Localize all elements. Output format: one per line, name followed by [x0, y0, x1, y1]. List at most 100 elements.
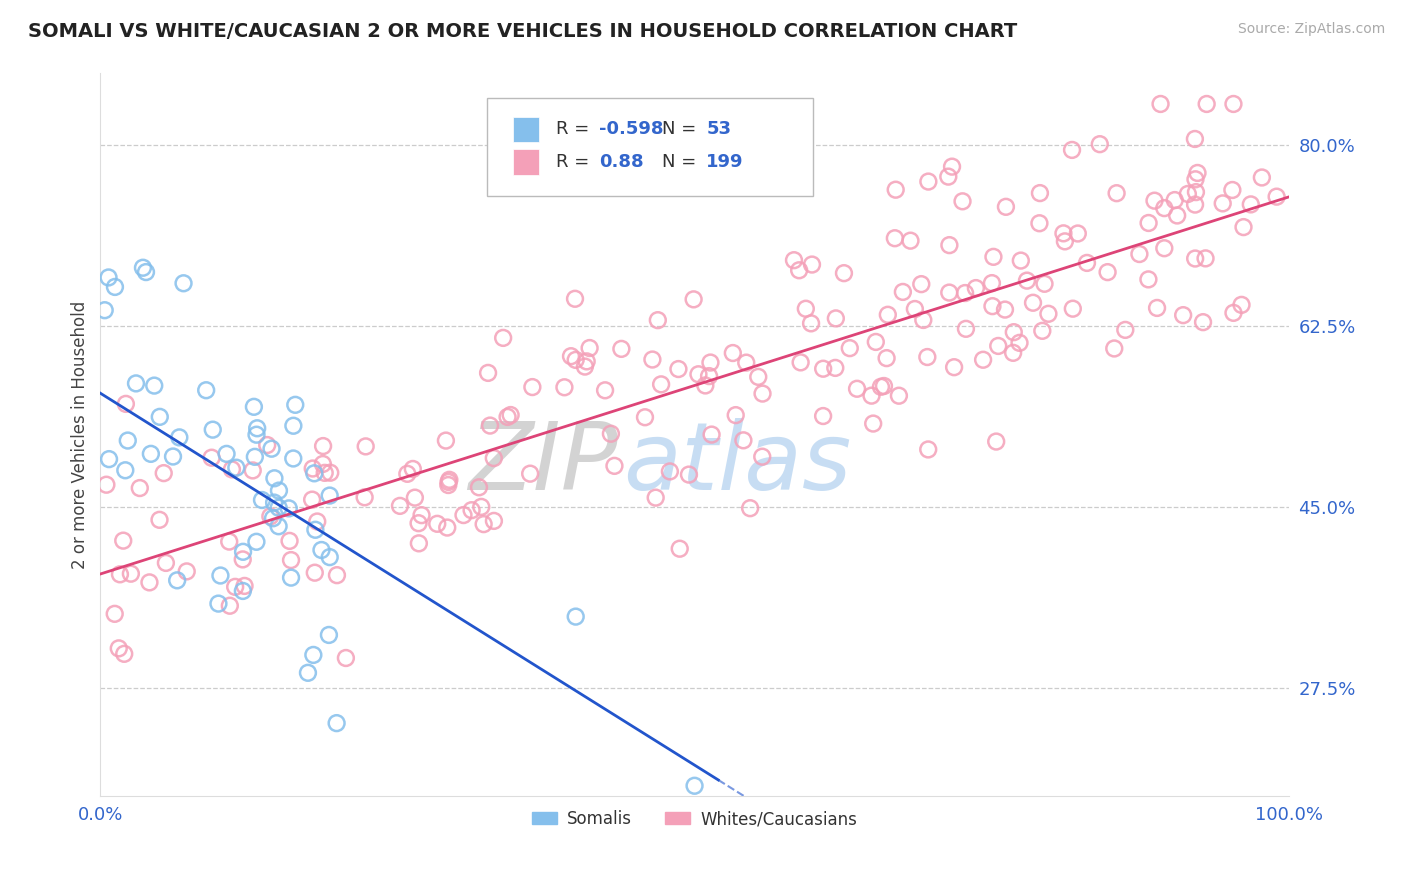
Point — [470, 500, 492, 514]
Point — [943, 360, 966, 375]
Point — [1184, 252, 1206, 266]
Point — [139, 447, 162, 461]
Point — [634, 410, 657, 425]
Point — [887, 389, 910, 403]
Point — [846, 382, 869, 396]
Point — [479, 418, 502, 433]
Point — [980, 276, 1002, 290]
Point — [522, 380, 544, 394]
Point — [1038, 307, 1060, 321]
Point — [437, 478, 460, 492]
Point — [735, 356, 758, 370]
Point — [283, 451, 305, 466]
Point — [593, 384, 616, 398]
Point — [1240, 197, 1263, 211]
Point — [221, 462, 243, 476]
Text: SOMALI VS WHITE/CAUCASIAN 2 OR MORE VEHICLES IN HOUSEHOLD CORRELATION CHART: SOMALI VS WHITE/CAUCASIAN 2 OR MORE VEHI… — [28, 22, 1018, 41]
Point — [120, 566, 142, 581]
Point — [280, 571, 302, 585]
Text: N =: N = — [662, 120, 703, 138]
Point — [135, 265, 157, 279]
Point — [1146, 301, 1168, 315]
Point — [599, 426, 621, 441]
Point — [1010, 253, 1032, 268]
Point — [1230, 298, 1253, 312]
Point — [1002, 346, 1025, 360]
Point — [1194, 252, 1216, 266]
Point — [1184, 197, 1206, 211]
Point — [800, 316, 823, 330]
Point — [225, 460, 247, 475]
Point — [965, 281, 987, 295]
Point — [104, 280, 127, 294]
Point — [326, 568, 349, 582]
Point — [283, 418, 305, 433]
Point — [233, 579, 256, 593]
Point — [1265, 189, 1288, 203]
Point — [297, 665, 319, 680]
Point — [96, 477, 118, 491]
Point — [682, 293, 704, 307]
Point — [304, 523, 326, 537]
Point — [883, 231, 905, 245]
Point — [496, 409, 519, 424]
Point — [318, 628, 340, 642]
Point — [912, 313, 935, 327]
Point — [201, 450, 224, 465]
Point — [262, 511, 284, 525]
Point — [1232, 220, 1254, 235]
Point — [256, 438, 278, 452]
Point — [98, 452, 121, 467]
Point — [811, 409, 834, 423]
Point — [697, 369, 720, 384]
Point — [1015, 274, 1038, 288]
Point — [1164, 193, 1187, 207]
Point — [733, 434, 755, 448]
Point — [243, 450, 266, 464]
Point — [468, 480, 491, 494]
Y-axis label: 2 or more Vehicles in Household: 2 or more Vehicles in Household — [72, 301, 89, 569]
Point — [162, 450, 184, 464]
Point — [267, 519, 290, 533]
Point — [482, 514, 505, 528]
Point — [870, 380, 893, 394]
Point — [1137, 216, 1160, 230]
Point — [610, 342, 633, 356]
Point — [426, 516, 449, 531]
Point — [972, 352, 994, 367]
Point — [1222, 183, 1244, 197]
Point — [218, 534, 240, 549]
Point — [176, 565, 198, 579]
Point — [801, 258, 824, 272]
Point — [1002, 325, 1025, 339]
Point — [482, 451, 505, 466]
Point — [304, 467, 326, 481]
Text: 0.88: 0.88 — [599, 153, 644, 171]
Point — [789, 355, 811, 369]
Point — [574, 359, 596, 374]
Point — [917, 175, 939, 189]
Point — [938, 285, 960, 300]
Point — [952, 194, 974, 209]
Point — [1153, 201, 1175, 215]
Point — [434, 434, 457, 448]
Point — [1031, 324, 1053, 338]
Point — [747, 370, 769, 384]
Point — [668, 541, 690, 556]
Point — [242, 463, 264, 477]
Bar — [513, 149, 538, 175]
Point — [994, 302, 1017, 317]
Text: R =: R = — [555, 153, 595, 171]
Point — [263, 495, 285, 509]
Point — [114, 463, 136, 477]
Point — [1053, 235, 1076, 249]
Point — [900, 234, 922, 248]
Point — [301, 461, 323, 475]
Point — [1067, 227, 1090, 241]
Point — [1250, 170, 1272, 185]
Point — [353, 491, 375, 505]
Point — [138, 575, 160, 590]
Point — [688, 368, 710, 382]
Point — [724, 408, 747, 422]
Point — [209, 568, 232, 582]
